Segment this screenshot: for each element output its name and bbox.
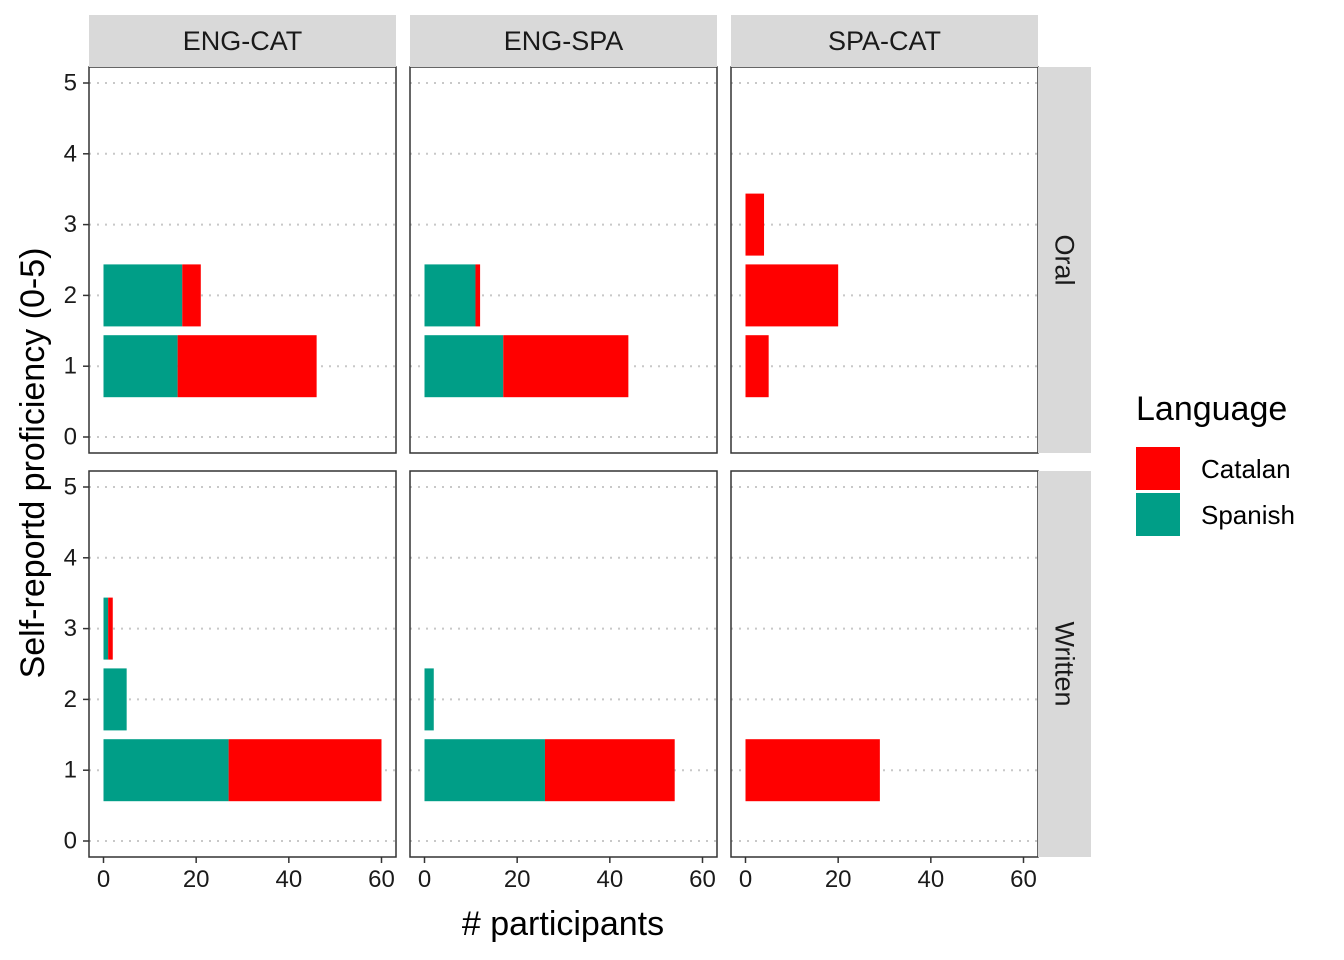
bar-spanish-level-1 (103, 739, 229, 802)
x-axis-eng-spa: 0 20 40 60 (418, 857, 716, 893)
col-strip-background (89, 15, 396, 67)
col-strip-label: ENG-SPA (504, 26, 624, 56)
bar-catalan-level-3 (745, 193, 765, 256)
y-axis-title: Self-reportd proficiency (0-5) (14, 248, 52, 679)
col-strip-background (410, 15, 717, 67)
bar-catalan-level-1 (503, 335, 629, 398)
y-tick-label: 1 (64, 353, 77, 380)
row-strip-background (1038, 67, 1091, 453)
bar-catalan-level-1 (745, 335, 769, 398)
facet-strips: Oral Written ENG-CAT ENG-SPA SPA-CAT (89, 15, 1091, 857)
panel-eng-cat-written (88, 470, 397, 858)
legend-key-spanish (1136, 493, 1180, 536)
x-tick-label: 20 (183, 866, 210, 893)
x-axis: 0 20 40 60 0 20 40 60 0 20 40 60 (97, 857, 1037, 893)
y-axis-written: 0 1 2 3 4 5 (64, 474, 89, 855)
legend-label-catalan: Catalan (1201, 454, 1291, 484)
bar-spanish-level-1 (424, 739, 545, 802)
y-tick-label: 2 (64, 686, 77, 713)
panel-spa-cat-oral (730, 66, 1039, 454)
y-axis: 0 1 2 3 4 5 0 1 2 3 4 5 (64, 70, 89, 855)
bar-spanish-level-1 (103, 335, 178, 398)
bar-catalan-level-3 (108, 597, 113, 660)
y-tick-label: 4 (64, 140, 77, 167)
panel-spa-cat-written (730, 470, 1039, 858)
y-tick-label: 5 (64, 70, 77, 97)
panel-eng-cat-oral (88, 66, 397, 454)
x-tick-label: 40 (917, 866, 944, 893)
x-tick-label: 40 (275, 866, 302, 893)
row-strip-label: Oral (1050, 234, 1080, 285)
x-tick-label: 60 (689, 866, 716, 893)
col-strip-label: SPA-CAT (828, 26, 941, 56)
row-strip-oral: Oral (1038, 67, 1091, 453)
bar-spanish-level-2 (103, 264, 183, 327)
panels-layer (88, 66, 1039, 858)
col-strip-label: ENG-CAT (183, 26, 303, 56)
y-tick-label: 4 (64, 544, 77, 571)
bar-catalan-level-2 (745, 264, 839, 327)
x-axis-spa-cat: 0 20 40 60 (739, 857, 1037, 893)
y-tick-label: 0 (64, 828, 77, 855)
bar-catalan-level-2 (182, 264, 201, 327)
y-tick-label: 1 (64, 757, 77, 784)
y-axis-oral: 0 1 2 3 4 5 (64, 70, 89, 451)
bar-spanish-level-2 (424, 668, 434, 731)
x-axis-title: # participants (462, 905, 664, 943)
legend-label-spanish: Spanish (1201, 500, 1295, 530)
col-strip-eng-spa: ENG-SPA (410, 15, 717, 67)
col-strip-eng-cat: ENG-CAT (89, 15, 396, 67)
panel-eng-spa-oral (409, 66, 718, 454)
panel-border (88, 470, 397, 858)
bar-catalan-level-1 (544, 739, 675, 802)
bar-catalan-level-1 (745, 739, 880, 802)
x-tick-label: 0 (97, 866, 110, 893)
x-tick-label: 60 (368, 866, 395, 893)
bar-catalan-level-1 (228, 739, 382, 802)
bar-spanish-level-2 (103, 668, 127, 731)
bar-spanish-level-1 (424, 335, 504, 398)
panel-border (409, 470, 718, 858)
panel-background (731, 67, 1038, 453)
legend-title: Language (1136, 390, 1287, 428)
x-tick-label: 40 (596, 866, 623, 893)
y-tick-label: 3 (64, 615, 77, 642)
row-strip-label: Written (1050, 621, 1080, 706)
bar-catalan-level-2 (475, 264, 481, 327)
x-tick-label: 20 (504, 866, 531, 893)
panel-eng-spa-written (409, 470, 718, 858)
y-tick-label: 2 (64, 282, 77, 309)
row-strip-written: Written (1038, 471, 1091, 857)
row-strip-background (1038, 471, 1091, 857)
x-tick-label: 0 (739, 866, 752, 893)
bar-spanish-level-2 (424, 264, 476, 327)
bar-spanish-level-3 (103, 597, 109, 660)
y-tick-label: 5 (64, 474, 77, 501)
y-tick-label: 0 (64, 424, 77, 451)
x-tick-label: 60 (1010, 866, 1037, 893)
bar-catalan-level-1 (177, 335, 317, 398)
x-tick-label: 20 (825, 866, 852, 893)
legend-key-catalan (1136, 447, 1180, 490)
legend: Language Catalan Spanish (1136, 390, 1295, 536)
col-strip-spa-cat: SPA-CAT (731, 15, 1038, 67)
col-strip-background (731, 15, 1038, 67)
x-tick-label: 0 (418, 866, 431, 893)
y-tick-label: 3 (64, 211, 77, 238)
x-axis-eng-cat: 0 20 40 60 (97, 857, 395, 893)
